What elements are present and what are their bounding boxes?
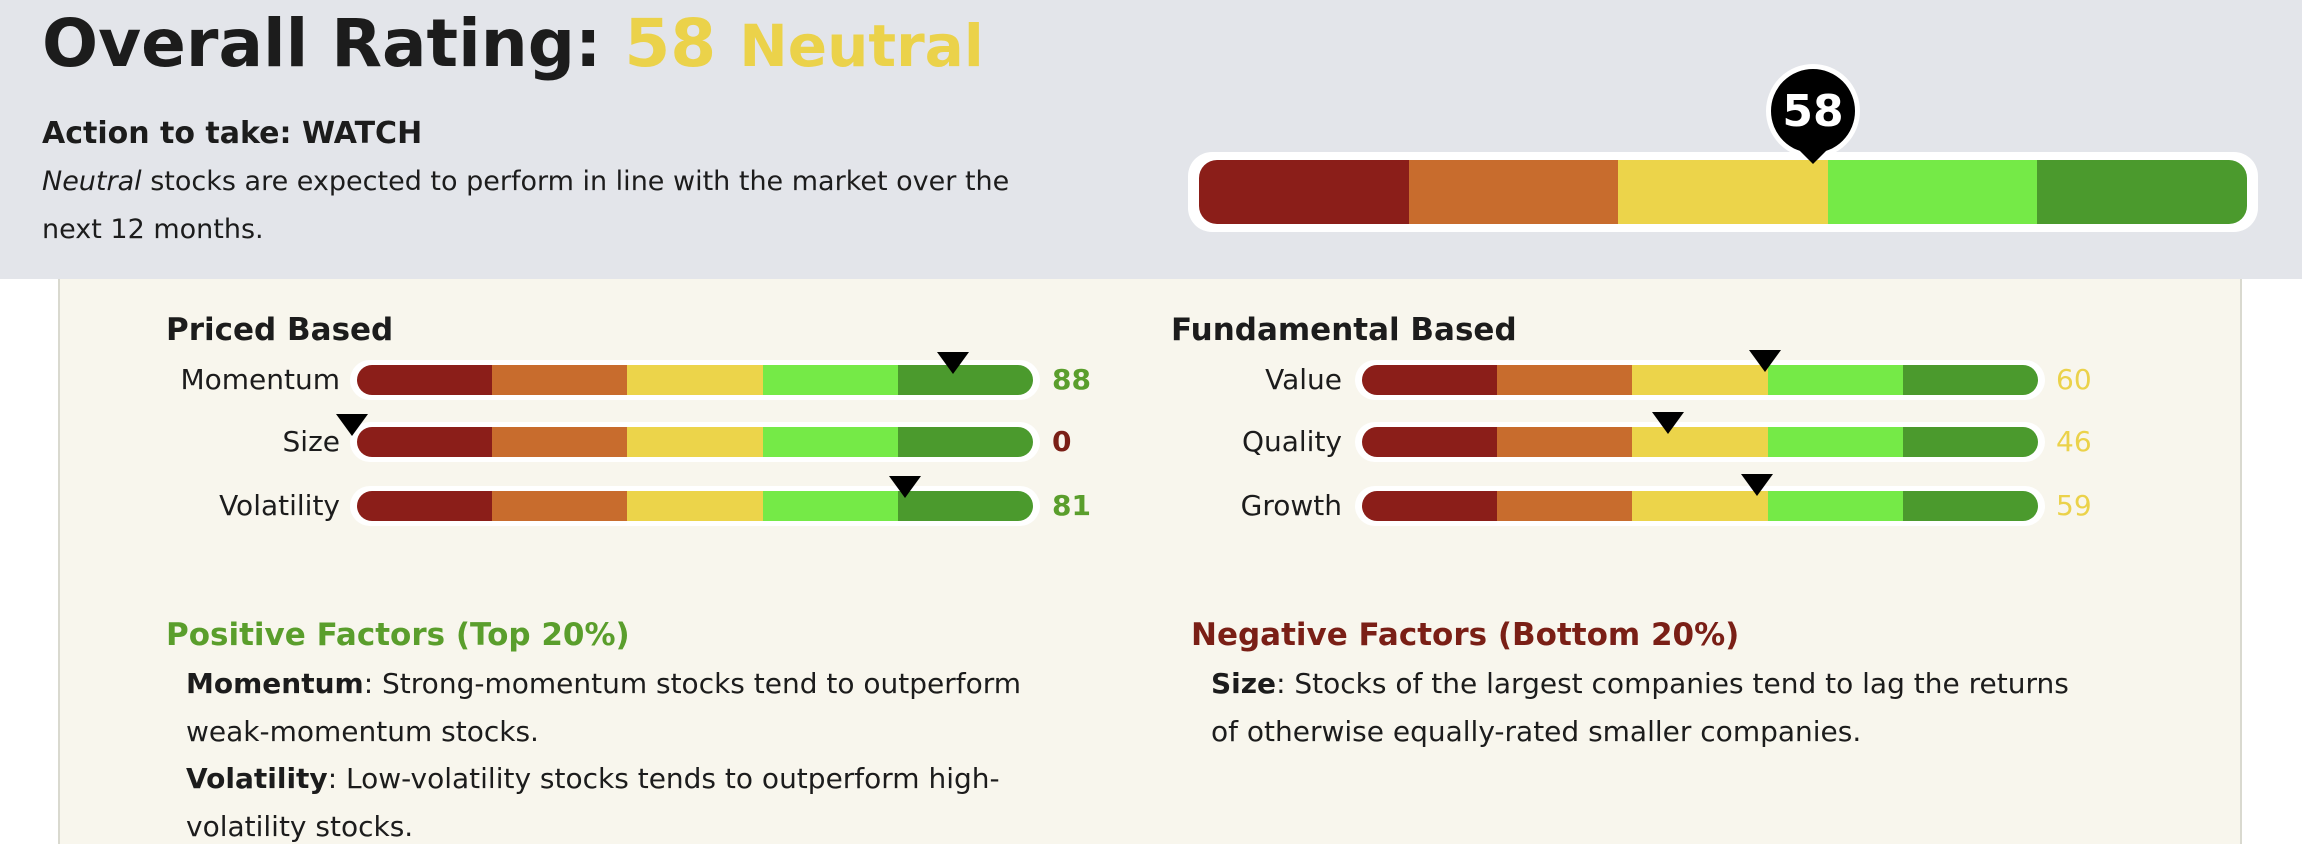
row-label-size: Size [282,425,340,458]
gauge-pin: 58 [1766,64,1860,158]
bar-scale [1362,427,2038,457]
score-volatility: 81 [1052,489,1091,522]
scale-segment [1199,160,1409,224]
bar-value [1355,360,2045,400]
marker-size [336,414,368,436]
bar-scale [357,427,1033,457]
fundamental-section-title: Fundamental Based [1171,312,1517,348]
row-label-volatility: Volatility [219,489,340,522]
rating-header: Overall Rating: 58 Neutral Action to tak… [0,0,2302,279]
bar-scale [357,491,1033,521]
gauge-pin-tip [1799,150,1827,164]
score-growth: 59 [2056,489,2092,522]
scale-segment [2037,160,2247,224]
overall-gauge [1188,152,2258,232]
factor-desc: : Stocks of the largest companies tend t… [1211,667,2069,748]
bar-volatility [350,486,1040,526]
factor-name: Momentum [186,667,364,700]
marker-volatility [889,476,921,498]
bar-growth [1355,486,2045,526]
scale-segment [1827,160,2038,224]
desc-italic: Neutral [42,166,142,197]
row-label-momentum: Momentum [180,363,340,396]
marker-momentum [937,352,969,374]
factor-desc: : Low-volatility stocks tends to outperf… [186,762,1000,843]
bar-momentum [350,360,1040,400]
bar-scale [1362,365,2038,395]
rating-description: Neutral stocks are expected to perform i… [42,158,1042,254]
row-label-quality: Quality [1241,425,1342,458]
positive-factor-volatility: Volatility: Low-volatility stocks tends … [186,755,1106,851]
score-value: 60 [2056,363,2092,396]
factor-desc: : Strong-momentum stocks tend to outperf… [186,667,1022,748]
page-title: Overall Rating: 58 Neutral [42,4,984,86]
scale-segment [1408,160,1619,224]
title-prefix: Overall Rating: [42,5,602,82]
marker-value [1749,350,1781,372]
score-momentum: 88 [1052,363,1091,396]
negative-factor-size: Size: Stocks of the largest companies te… [1211,660,2091,756]
factor-name: Size [1211,667,1277,700]
action-text: Action to take: WATCH [42,116,423,151]
row-label-value: Value [1265,363,1342,396]
overall-score: 58 [624,5,717,82]
positive-factors-title: Positive Factors (Top 20%) [166,617,630,653]
score-quality: 46 [2056,425,2092,458]
gauge-scale [1199,160,2247,224]
score-size: 0 [1052,425,1072,458]
desc-rest: stocks are expected to perform in line w… [42,166,1010,245]
scale-segment [1618,160,1828,224]
bar-size [350,422,1040,462]
priced-section-title: Priced Based [166,312,394,348]
marker-growth [1741,474,1773,496]
positive-factor-momentum: Momentum: Strong-momentum stocks tend to… [186,660,1106,756]
factor-name: Volatility [186,762,328,795]
negative-factors-title: Negative Factors (Bottom 20%) [1191,617,1740,653]
overall-label: Neutral [739,12,984,80]
bar-scale [1362,491,2038,521]
bar-quality [1355,422,2045,462]
marker-quality [1652,412,1684,434]
bar-scale [357,365,1033,395]
row-label-growth: Growth [1240,489,1342,522]
